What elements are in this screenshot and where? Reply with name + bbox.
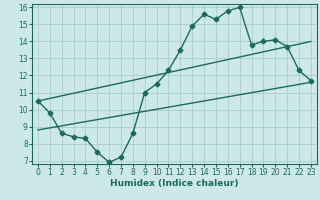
X-axis label: Humidex (Indice chaleur): Humidex (Indice chaleur) [110, 179, 239, 188]
